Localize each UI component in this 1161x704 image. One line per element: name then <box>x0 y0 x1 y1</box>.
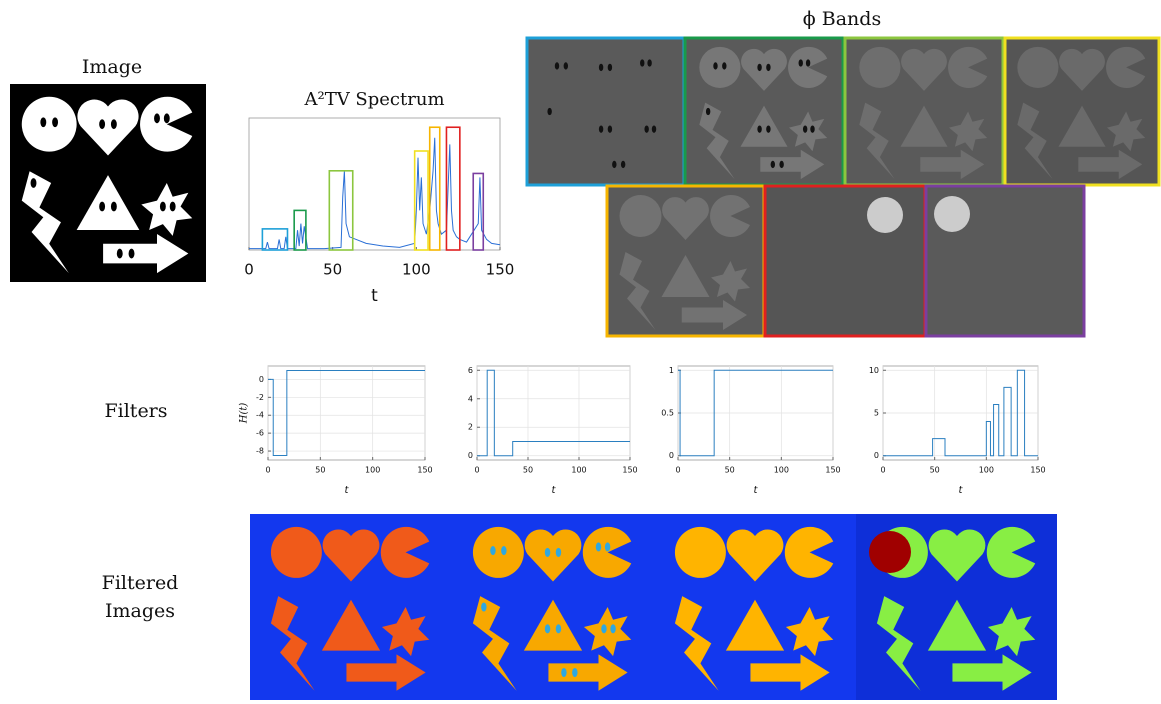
y-tick-label: -4 <box>256 411 264 420</box>
y-tick-label: -6 <box>256 429 264 438</box>
x-tick-label: 150 <box>417 466 432 475</box>
y-axis-label: H(t) <box>239 403 250 425</box>
x-axis-label: t <box>371 286 378 306</box>
y-tick-label: 6 <box>468 366 473 375</box>
x-tick-label: 150 <box>486 261 515 279</box>
x-tick-label: 0 <box>675 466 680 475</box>
x-tick-label: 100 <box>365 466 380 475</box>
y-tick-label: 0 <box>874 451 879 460</box>
plot-frame <box>477 366 630 460</box>
y-tick-label: 2 <box>468 423 473 432</box>
band-panels <box>527 38 1159 336</box>
x-tick-label: 50 <box>930 466 940 475</box>
figure: Image ϕ Bands Filters Filtered Images A²… <box>0 0 1161 700</box>
y-tick-label: 5 <box>874 409 879 418</box>
x-tick-label: 50 <box>523 466 533 475</box>
y-tick-label: 0.5 <box>661 409 674 418</box>
x-tick-label: 150 <box>622 466 637 475</box>
y-tick-label: 0 <box>468 451 473 460</box>
filtered-label: Filtered <box>102 572 179 594</box>
x-tick-label: 150 <box>1030 466 1045 475</box>
x-tick-label: 0 <box>244 261 254 279</box>
x-tick-label: 0 <box>474 466 479 475</box>
x-axis-label: t <box>959 485 964 496</box>
x-axis-label: t <box>552 485 557 496</box>
plot-frame <box>249 118 500 250</box>
x-axis-label: t <box>345 485 350 496</box>
filtered-label: Images <box>105 600 175 622</box>
image-label: Image <box>82 56 142 78</box>
filters-label: Filters <box>104 400 167 422</box>
x-tick-label: 150 <box>825 466 840 475</box>
filtered-images <box>250 514 1057 700</box>
y-tick-label: 0 <box>669 451 674 460</box>
x-tick-label: 100 <box>402 261 431 279</box>
x-tick-label: 100 <box>774 466 789 475</box>
x-tick-label: 0 <box>880 466 885 475</box>
x-tick-label: 100 <box>979 466 994 475</box>
y-tick-label: -8 <box>256 447 264 456</box>
x-tick-label: 0 <box>265 466 270 475</box>
x-tick-label: 50 <box>725 466 735 475</box>
chart-title: A²TV Spectrum <box>303 89 444 110</box>
x-tick-label: 50 <box>323 261 342 279</box>
y-tick-label: -2 <box>256 393 264 402</box>
plot-frame <box>268 366 425 460</box>
bands-label: ϕ Bands <box>803 8 881 30</box>
x-axis-label: t <box>754 485 759 496</box>
y-tick-label: 1 <box>669 366 674 375</box>
x-tick-label: 50 <box>315 466 325 475</box>
y-tick-label: 4 <box>468 394 473 403</box>
y-tick-label: 10 <box>869 366 879 375</box>
input-shapes <box>22 97 193 273</box>
y-tick-label: 0 <box>259 375 264 384</box>
x-tick-label: 100 <box>571 466 586 475</box>
